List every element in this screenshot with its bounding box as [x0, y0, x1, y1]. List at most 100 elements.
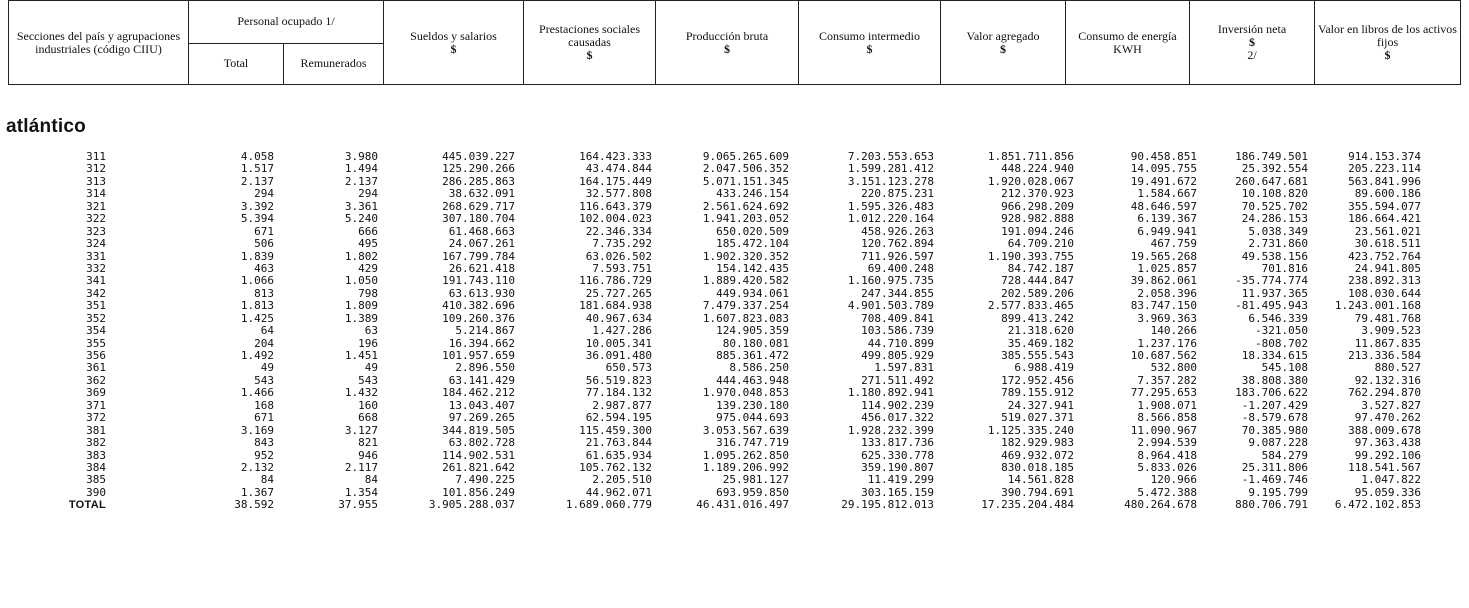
- table-row: 382 843 821 63.802.728 21.763.844 316.747.719…: [8, 436, 1460, 450]
- code-cell: 385: [86, 473, 106, 487]
- prestaciones-cell: 102.004.023: [579, 212, 652, 226]
- valor-agregado-cell: 448.224.940: [1001, 162, 1074, 176]
- valor-agregado-cell: 191.094.246: [1001, 224, 1074, 238]
- total-cell: 64: [260, 324, 274, 338]
- code-cell: 384: [86, 460, 106, 474]
- valor-agregado-cell: 172.952.456: [1001, 373, 1074, 387]
- inversion-cell: 880.706.791: [1235, 498, 1308, 512]
- prestaciones-cell: 105.762.132: [579, 460, 652, 474]
- remunerados-cell: 1.389: [344, 311, 378, 325]
- remunerados-cell: 495: [358, 237, 378, 251]
- total-cell: 1.425: [240, 311, 274, 325]
- code-cell: 341: [86, 274, 106, 288]
- code-cell: 381: [86, 423, 106, 437]
- activos-cell: 118.541.567: [1348, 460, 1421, 474]
- sueldos-cell: 3.905.288.037: [428, 498, 515, 512]
- total-cell: 84: [260, 473, 274, 487]
- produccion-cell: 316.747.719: [716, 436, 789, 450]
- inversion-cell: -808.702: [1255, 336, 1308, 350]
- sueldos-cell: 191.743.110: [442, 274, 515, 288]
- sueldos-cell: 2.896.550: [455, 361, 515, 375]
- table-row: 331 1.839 1.802 167.799.784 63.026.502 1.902.…: [8, 249, 1460, 263]
- energia-cell: 1.237.176: [1137, 336, 1197, 350]
- total-cell: 49: [260, 361, 274, 375]
- code-cell: 321: [86, 199, 106, 213]
- sueldos-cell: 410.382.696: [442, 299, 515, 313]
- sueldos-cell: 307.180.704: [442, 212, 515, 226]
- prestaciones-cell: 25.727.265: [585, 286, 652, 300]
- valor-agregado-cell: 17.235.204.484: [981, 498, 1074, 512]
- code-cell: 361: [86, 361, 106, 375]
- prestaciones-cell: 44.962.071: [585, 485, 652, 499]
- energia-cell: 5.833.026: [1137, 460, 1197, 474]
- consumo-intermedio-cell: 625.330.778: [861, 448, 934, 462]
- activos-cell: 423.752.764: [1348, 249, 1421, 263]
- table-row: 341 1.066 1.050 191.743.110 116.786.729 1.889…: [8, 274, 1460, 288]
- prestaciones-cell: 56.519.823: [585, 373, 652, 387]
- inversion-cell: 38.808.380: [1241, 373, 1308, 387]
- header-remunerados: Remunerados: [283, 42, 384, 85]
- valor-agregado-cell: 385.555.543: [1001, 349, 1074, 362]
- code-cell: 313: [86, 174, 106, 188]
- header-personal: Personal ocupado 1/: [188, 0, 384, 44]
- activos-cell: 355.594.077: [1348, 199, 1421, 213]
- produccion-cell: 1.189.206.992: [702, 460, 789, 474]
- inversion-cell: 25.311.806: [1241, 460, 1308, 474]
- inversion-cell: 70.385.980: [1241, 423, 1308, 437]
- consumo-intermedio-cell: 103.586.739: [861, 324, 934, 338]
- remunerados-cell: 668: [358, 411, 378, 425]
- valor-agregado-cell: 35.469.182: [1007, 336, 1074, 350]
- table-row: 322 5.394 5.240 307.180.704 102.004.023 1.941…: [8, 212, 1460, 226]
- code-cell: 342: [86, 286, 106, 300]
- remunerados-cell: 37.955: [338, 498, 378, 512]
- table-row: 371 168 160 13.043.407 2.987.877 139.230.180 1…: [8, 398, 1460, 412]
- table-row: 321 3.392 3.361 268.629.717 116.643.379 2.561…: [8, 199, 1460, 213]
- prestaciones-cell: 36.091.480: [585, 349, 652, 362]
- energia-cell: 3.969.363: [1137, 311, 1197, 325]
- activos-cell: 108.030.644: [1348, 286, 1421, 300]
- activos-cell: 1.047.822: [1361, 473, 1421, 487]
- code-cell: 322: [86, 212, 106, 226]
- activos-cell: 762.294.870: [1348, 386, 1421, 400]
- prestaciones-cell: 10.005.341: [585, 336, 652, 350]
- total-row: TOTAL 38.592 37.955 3.905.288.037 1.689.060.…: [8, 498, 1460, 512]
- remunerados-cell: 1.432: [344, 386, 378, 400]
- valor-agregado-cell: 789.155.912: [1001, 386, 1074, 400]
- produccion-cell: 46.431.016.497: [696, 498, 789, 512]
- table-row: 369 1.466 1.432 184.462.212 77.184.132 1.970.…: [8, 386, 1460, 400]
- prestaciones-cell: 164.423.333: [579, 150, 652, 163]
- energia-cell: 10.687.562: [1130, 349, 1197, 362]
- activos-cell: 1.243.001.168: [1334, 299, 1421, 313]
- remunerados-cell: 2.137: [344, 174, 378, 188]
- total-cell: 1.813: [240, 299, 274, 313]
- consumo-intermedio-cell: 220.875.231: [861, 187, 934, 201]
- produccion-cell: 3.053.567.639: [702, 423, 789, 437]
- produccion-cell: 154.142.435: [716, 261, 789, 275]
- produccion-cell: 449.934.061: [716, 286, 789, 300]
- sueldos-cell: 101.856.249: [442, 485, 515, 499]
- code-cell: 324: [86, 237, 106, 251]
- remunerados-cell: 160: [358, 398, 378, 412]
- energia-cell: 6.139.367: [1137, 212, 1197, 226]
- activos-cell: 238.892.313: [1348, 274, 1421, 288]
- sueldos-cell: 24.067.261: [448, 237, 515, 251]
- valor-agregado-cell: 24.327.941: [1007, 398, 1074, 412]
- inversion-cell: 260.647.681: [1235, 174, 1308, 188]
- sueldos-cell: 63.802.728: [448, 436, 515, 450]
- prestaciones-cell: 181.684.938: [579, 299, 652, 313]
- code-cell: 331: [86, 249, 106, 263]
- consumo-intermedio-cell: 711.926.597: [861, 249, 934, 263]
- remunerados-cell: 946: [358, 448, 378, 462]
- header-sections: Secciones del país y agrupaciones indust…: [8, 0, 189, 85]
- code-cell: 390: [86, 485, 106, 499]
- energia-cell: 1.025.857: [1137, 261, 1197, 275]
- inversion-cell: 186.749.501: [1235, 150, 1308, 163]
- header-consumo-intermedio: Consumo intermedio $: [798, 0, 941, 85]
- consumo-intermedio-cell: 1.160.975.735: [847, 274, 934, 288]
- inversion-cell: -1.469.746: [1241, 473, 1308, 487]
- consumo-intermedio-cell: 271.511.492: [861, 373, 934, 387]
- table-row: 372 671 668 97.269.265 62.594.195 975.044.693…: [8, 411, 1460, 425]
- header-activos: Valor en libros de los activos fijos $: [1314, 0, 1461, 85]
- energia-cell: 83.747.150: [1130, 299, 1197, 313]
- energia-cell: 19.565.268: [1130, 249, 1197, 263]
